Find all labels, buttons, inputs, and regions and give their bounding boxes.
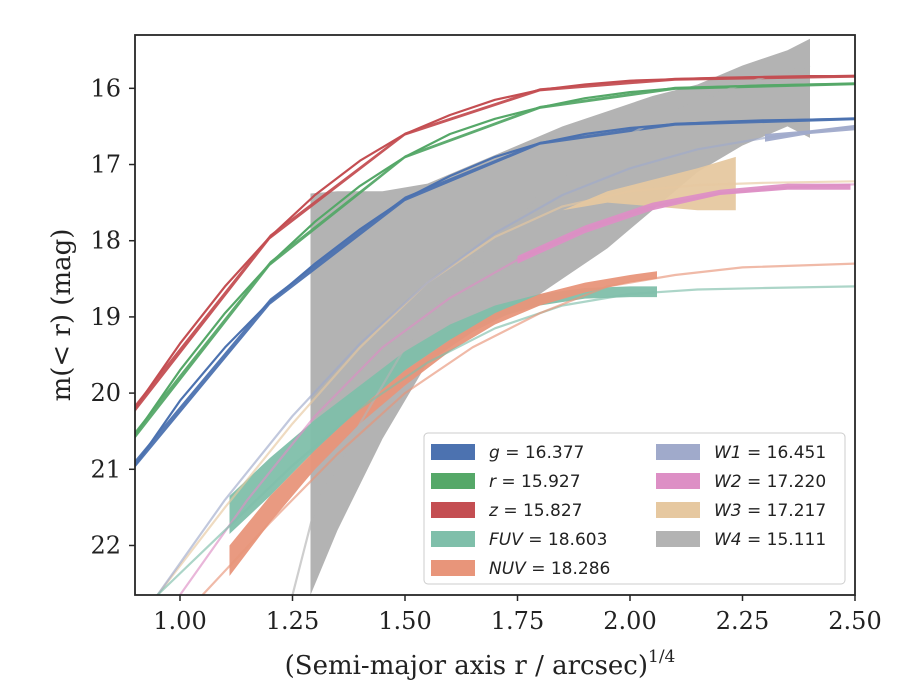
legend-swatch-w2 [656, 473, 700, 489]
x-tick-label: 1.75 [491, 607, 544, 635]
x-tick-label: 1.00 [153, 607, 206, 635]
y-axis-label: m(< r) (mag) [47, 229, 77, 402]
x-tick-label: 2.00 [603, 607, 656, 635]
fit-line-g [135, 117, 855, 467]
legend-label-w1: W1 = 16.451 [714, 443, 826, 463]
legend-swatch-r [431, 473, 475, 489]
fit-line-z [135, 75, 855, 409]
y-tick-label: 20 [90, 379, 121, 407]
y-tick-label: 22 [90, 531, 121, 559]
x-tick-label: 2.25 [716, 607, 769, 635]
fit-line-fuv [156, 285, 855, 595]
y-tick-label: 18 [90, 227, 121, 255]
band-g [135, 117, 855, 468]
y-tick-label: 21 [90, 455, 121, 483]
plot-area [135, 38, 855, 595]
legend-label-w2: W2 = 17.220 [714, 472, 826, 492]
legend-swatch-w3 [656, 502, 700, 518]
legend-label-nuv: NUV = 18.286 [489, 559, 610, 579]
legend-label-fuv: FUV = 18.603 [489, 530, 607, 550]
legend-swatch-fuv [431, 531, 475, 547]
fit-line-w2 [179, 183, 855, 595]
x-axis: 1.00 1.25 1.50 1.75 2.00 2.25 2.50 [153, 595, 882, 635]
legend-swatch-nuv [431, 560, 475, 576]
legend-label-g: g = 16.377 [489, 443, 584, 463]
fit-line-nuv [201, 262, 855, 595]
legend-label-z: z = 15.827 [488, 501, 582, 521]
x-axis-label: (Semi-major axis r / arcsec)1/4 [285, 647, 676, 681]
y-tick-label: 17 [90, 151, 121, 179]
fit-line-w3 [156, 180, 855, 595]
x-tick-label: 2.50 [828, 607, 881, 635]
plot-frame [134, 34, 856, 596]
x-tick-label: 1.50 [378, 607, 431, 635]
x-tick-label: 1.25 [266, 607, 319, 635]
y-tick-label: 19 [90, 303, 121, 331]
legend-swatch-w4 [656, 531, 700, 547]
y-tick-label: 16 [90, 74, 121, 102]
fit-line-r [135, 82, 855, 436]
fit-line-w4 [291, 64, 811, 595]
legend-swatch-g [431, 444, 475, 460]
fit-line-w1 [156, 125, 855, 595]
y-axis: 16 17 18 19 20 21 22 [90, 74, 135, 559]
band-fuv [229, 286, 657, 534]
legend-frame [423, 432, 846, 585]
legend: g = 16.377 r = 15.927 z = 15.827 FUV = 18.6… [423, 432, 846, 585]
legend-swatch-w1 [656, 444, 700, 460]
legend-swatch-z [431, 502, 475, 518]
legend-label-w3: W3 = 17.217 [714, 501, 826, 521]
legend-label-w4: W4 = 15.111 [714, 530, 826, 550]
legend-label-r: r = 15.927 [489, 472, 581, 492]
